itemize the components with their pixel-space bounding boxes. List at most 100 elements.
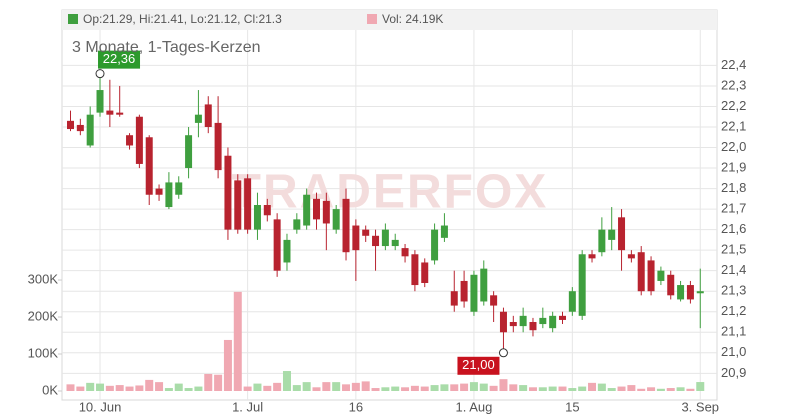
volume-bar: [96, 383, 105, 391]
x-tick-label: 1. Aug: [456, 399, 493, 414]
candle-body: [244, 178, 252, 230]
y-tick-label: 21,4: [721, 262, 746, 277]
candle-body: [135, 116, 143, 164]
y-tick-label: 20,9: [721, 365, 746, 380]
candle-body: [234, 180, 242, 230]
volume-bar: [214, 374, 223, 391]
candle-body: [657, 270, 665, 281]
volume-bar: [578, 386, 587, 391]
candle-body: [322, 200, 330, 224]
volume-bar: [627, 385, 636, 391]
candle-body: [76, 124, 84, 132]
volume-bar: [253, 383, 262, 391]
candle-body: [303, 194, 311, 226]
header-bar: [62, 10, 717, 30]
candle-body: [667, 274, 675, 296]
volume-layer: [66, 291, 705, 391]
volume-bar: [361, 381, 370, 391]
volume-bar: [223, 339, 232, 391]
candle-body: [529, 322, 537, 331]
candle-body: [499, 311, 507, 333]
volume-bar: [184, 388, 193, 391]
candle-body: [440, 225, 448, 238]
volume-bar: [125, 386, 134, 391]
candle-body: [145, 137, 153, 195]
volume-bar: [509, 384, 518, 391]
candle-body: [519, 315, 527, 327]
volume-bar: [469, 382, 478, 391]
grid-layer: [62, 30, 717, 400]
candle-body: [253, 205, 261, 230]
candle-body: [283, 239, 291, 263]
volume-bar: [105, 385, 114, 391]
candle-body: [568, 291, 576, 312]
volume-bar: [558, 386, 567, 391]
candle-body: [588, 254, 596, 259]
volume-swatch: [367, 14, 377, 24]
volume-bar: [351, 382, 360, 391]
candle-body: [224, 155, 232, 230]
low-label: 21,00: [462, 357, 495, 372]
candle-body: [421, 262, 429, 283]
y2-tick-label: 300K: [28, 271, 59, 286]
candle-body: [460, 280, 468, 302]
volume-bar: [607, 388, 616, 391]
volume-legend: Vol: 24.19K: [382, 12, 443, 26]
x-tick-label: 16: [349, 399, 363, 414]
volume-bar: [588, 382, 597, 391]
candle-body: [470, 274, 478, 312]
candle-body: [185, 135, 193, 169]
y-tick-label: 21,0: [721, 344, 746, 359]
y-tick-label: 21,9: [721, 159, 746, 174]
candle-body: [313, 198, 320, 220]
volume-bar: [420, 386, 429, 391]
low-marker: [498, 348, 508, 358]
candle-body: [214, 122, 222, 171]
candle-body: [362, 229, 370, 236]
volume-bar: [666, 388, 675, 391]
volume-bar: [194, 386, 203, 391]
candle-body: [381, 229, 389, 247]
candle-body: [96, 90, 104, 113]
volume-bar: [282, 371, 291, 391]
volume-bar: [401, 387, 410, 391]
y-tick-label: 22,4: [721, 57, 746, 72]
candle-layer: 22,36 21,00: [67, 50, 704, 375]
volume-bar: [66, 384, 75, 391]
y-tick-label: 22,1: [721, 118, 746, 133]
candle-body: [106, 110, 114, 115]
volume-bar: [519, 385, 528, 391]
watermark: TRADERFOX: [232, 166, 549, 219]
candle-body: [165, 182, 173, 208]
volume-bar: [233, 291, 242, 391]
candle-body: [175, 182, 183, 195]
volume-bar: [647, 387, 656, 391]
candle-body: [637, 252, 645, 292]
high-label-bg: [98, 50, 141, 69]
candle-body: [480, 268, 488, 302]
candle-body: [549, 315, 557, 329]
volume-bar: [489, 385, 498, 391]
volume-bar: [637, 388, 646, 391]
volume-bar: [115, 385, 124, 391]
candle-body: [598, 229, 606, 253]
volume-bar: [460, 383, 469, 391]
volume-bar: [391, 386, 400, 391]
candle-body: [67, 120, 74, 130]
volume-bar: [686, 388, 695, 391]
low-label-bg: [457, 356, 500, 375]
volume-bar: [430, 385, 439, 391]
candle-body: [677, 285, 685, 300]
y-tick-label: 22,2: [721, 98, 746, 113]
volume-bar: [164, 388, 173, 391]
volume-bar: [145, 379, 154, 391]
candle-body: [509, 322, 517, 327]
volume-bar: [302, 382, 311, 391]
candle-body: [647, 260, 655, 292]
volume-bar: [204, 373, 213, 391]
volume-bar: [597, 383, 606, 391]
y-tick-label: 21,1: [721, 324, 746, 339]
volume-bar: [273, 382, 282, 391]
